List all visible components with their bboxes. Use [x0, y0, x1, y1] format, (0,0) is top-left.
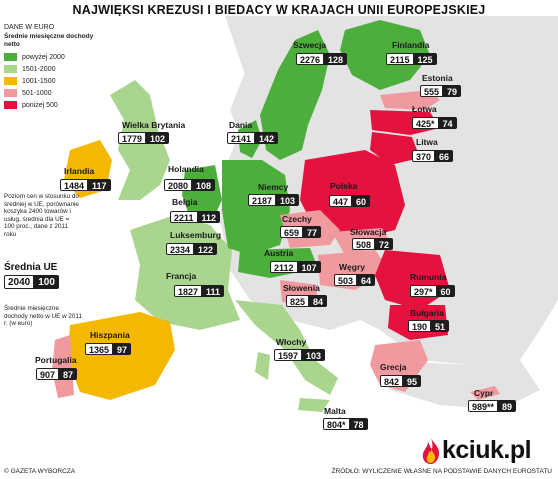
country-name: Irlandia [64, 166, 95, 176]
legend-item: 1001-1500 [4, 77, 96, 85]
country-values: 2187 103 [248, 194, 300, 206]
country-values: 190 51 [408, 320, 450, 332]
country-values: 2276 128 [296, 53, 348, 65]
country-values: 508 72 [352, 238, 394, 250]
country-values: 503 64 [334, 274, 376, 286]
spain-shape [68, 312, 175, 400]
price-level-note: Poziom cen w stosunku do średniej w UE, … [4, 193, 79, 238]
country-values: 297* 60 [410, 285, 455, 297]
country-name: Luksemburg [170, 230, 222, 240]
eu-average-income: 2040 [4, 275, 35, 289]
legend-item: powyżej 2000 [4, 53, 96, 61]
country-values: 425* 74 [412, 117, 457, 129]
country-name: Hiszpania [90, 330, 130, 340]
income-note: Średnie miesięczne dochody netto w UE w … [4, 305, 82, 328]
country-values: 447 60 [329, 195, 371, 207]
finland-shape [340, 20, 430, 90]
country-name: Dania [229, 120, 253, 130]
source-note: ŹRÓDŁO: WYLICZENIE WŁASNE NA PODSTAWIE D… [331, 468, 552, 475]
country-name: Finlandia [392, 40, 430, 50]
country-name: Estonia [422, 73, 453, 83]
country-name: Francja [166, 271, 197, 281]
country-name: Grecja [380, 362, 407, 372]
eu-average-price: 100 [34, 275, 59, 289]
eu-average-label: Średnia UE [4, 262, 58, 273]
country-values: 2334 122 [166, 243, 218, 255]
country-values: 2115 125 [386, 53, 437, 65]
country-name: Czechy [282, 214, 312, 224]
map-legend: DANE W EURO Średnie miesięczne dochody n… [4, 24, 96, 109]
country-values: 1484 117 [60, 179, 111, 191]
portugal-shape [52, 335, 74, 398]
country-values: 2112 107 [270, 261, 321, 273]
country-name: Holandia [168, 164, 204, 174]
legend-swatch [4, 101, 17, 109]
country-values: 1597 103 [274, 349, 326, 361]
country-name: Cypr [474, 388, 494, 398]
country-name: Malta [324, 406, 346, 416]
legend-item: 501-1000 [4, 89, 96, 97]
map-title: NAJWIĘKSI KREZUSI I BIEDACY W KRAJACH UN… [72, 3, 486, 17]
country-name: Litwa [416, 137, 438, 147]
country-values: 1779 102 [118, 132, 170, 144]
country-values: 2211 112 [170, 211, 221, 223]
country-name: Rumunia [410, 272, 447, 282]
legend-swatch [4, 65, 17, 73]
country-name: Słowacja [350, 227, 387, 237]
legend-unit: DANE W EURO [4, 24, 55, 31]
flame-icon [422, 437, 440, 464]
country-name: Niemcy [258, 182, 289, 192]
country-values: 907 87 [36, 368, 78, 380]
country-values: 2080 108 [164, 179, 216, 191]
country-name: Polska [330, 181, 358, 191]
country-name: Austria [264, 248, 294, 258]
country-name: Węgry [339, 262, 365, 272]
legend-item: poniżej 500 [4, 101, 96, 109]
legend-swatch [4, 77, 17, 85]
country-values: 842 95 [380, 375, 422, 387]
country-values: 804* 78 [323, 418, 368, 430]
country-name: Wielka Brytania [122, 120, 186, 130]
eu-average-pill: 2040 100 [4, 275, 59, 289]
logo-text: kciuk.pl [442, 436, 532, 464]
country-values: 1827 111 [174, 285, 225, 297]
legend-item: 1501-2000 [4, 65, 96, 73]
country-values: 659 77 [280, 226, 322, 238]
country-name: Portugalia [35, 355, 77, 365]
country-values: 2141 142 [227, 132, 279, 144]
legend-swatch [4, 53, 17, 61]
legend-heading: Średnie miesięczne dochody netto [4, 33, 94, 48]
italy-shape [235, 300, 338, 395]
eu-average: Średnia UE 2040 100 [4, 262, 59, 289]
site-logo: kciuk.pl [420, 436, 532, 465]
country-values: 989** 89 [468, 400, 517, 412]
country-values: 825 84 [286, 295, 328, 307]
country-name: Włochy [276, 337, 307, 347]
country-name: Szwecja [293, 40, 327, 50]
country-name: Belgia [172, 197, 198, 207]
country-values: 555 79 [420, 85, 462, 97]
country-values: 370 66 [412, 150, 454, 162]
country-values: 1365 97 [85, 343, 132, 355]
country-name: Bułgaria [410, 308, 445, 318]
copyright: © GAZETA WYBORCZA [4, 468, 76, 475]
legend-swatch [4, 89, 17, 97]
cyprus-shape [470, 386, 500, 400]
germany-shape [222, 160, 290, 255]
country-name: Łotwa [412, 104, 437, 114]
lithuania-shape [370, 132, 420, 165]
country-name: Słowenia [283, 283, 320, 293]
